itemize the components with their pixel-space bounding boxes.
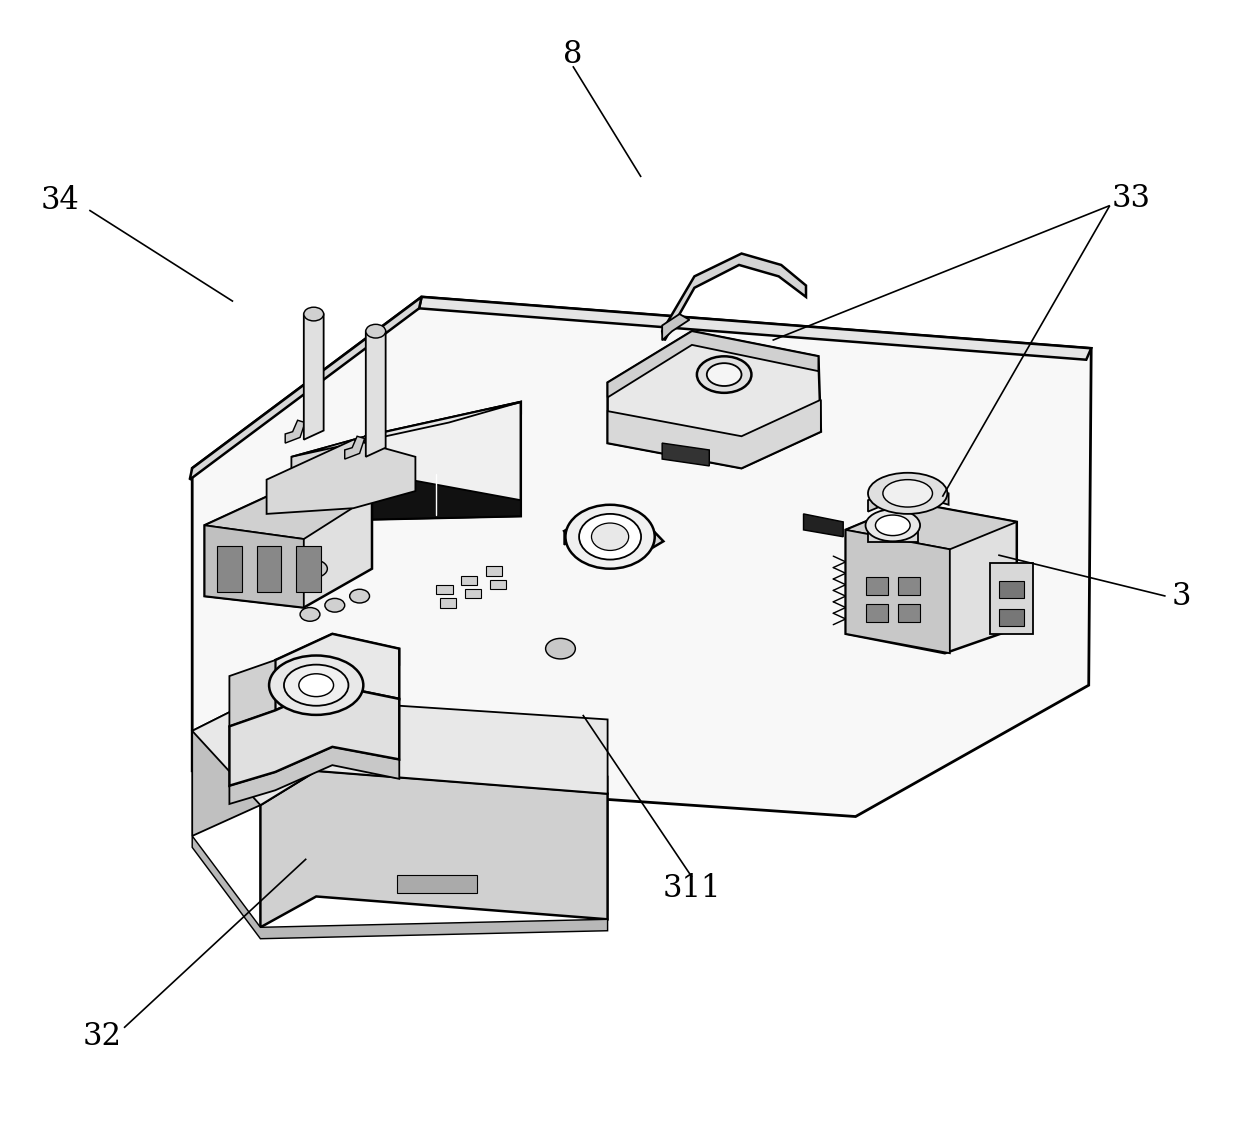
Polygon shape <box>192 697 316 836</box>
Bar <box>999 609 1024 626</box>
Ellipse shape <box>866 509 920 541</box>
Polygon shape <box>608 331 818 397</box>
Polygon shape <box>192 297 1091 817</box>
Bar <box>866 604 888 622</box>
Polygon shape <box>366 327 386 457</box>
Polygon shape <box>275 634 399 676</box>
Polygon shape <box>662 314 689 340</box>
Polygon shape <box>345 436 365 459</box>
Bar <box>490 580 506 589</box>
Ellipse shape <box>284 665 348 706</box>
Bar <box>486 566 502 576</box>
Polygon shape <box>846 530 950 653</box>
Polygon shape <box>260 771 608 927</box>
Polygon shape <box>192 697 608 805</box>
Ellipse shape <box>546 638 575 659</box>
Polygon shape <box>205 525 304 608</box>
Bar <box>257 546 281 592</box>
Bar <box>898 577 920 595</box>
Text: 33: 33 <box>1111 183 1151 215</box>
Ellipse shape <box>366 324 386 338</box>
Ellipse shape <box>565 505 655 569</box>
Polygon shape <box>419 297 1091 360</box>
Polygon shape <box>304 309 324 440</box>
Ellipse shape <box>868 473 947 514</box>
Bar <box>436 585 453 594</box>
Ellipse shape <box>697 356 751 393</box>
Polygon shape <box>846 502 1017 653</box>
Ellipse shape <box>875 515 910 536</box>
Ellipse shape <box>350 589 370 603</box>
Ellipse shape <box>591 523 629 550</box>
Bar <box>866 577 888 595</box>
Bar <box>440 598 456 608</box>
Ellipse shape <box>298 560 327 578</box>
Bar <box>296 546 321 592</box>
Bar <box>868 523 918 542</box>
Polygon shape <box>564 514 595 545</box>
Polygon shape <box>868 482 949 512</box>
Polygon shape <box>291 402 521 457</box>
Text: 311: 311 <box>662 872 722 904</box>
Polygon shape <box>846 502 1017 549</box>
Ellipse shape <box>579 514 641 560</box>
Polygon shape <box>192 836 608 939</box>
Bar <box>898 604 920 622</box>
Polygon shape <box>316 754 608 794</box>
Polygon shape <box>285 420 305 443</box>
Bar <box>990 563 1033 634</box>
Polygon shape <box>275 634 399 710</box>
Text: 34: 34 <box>40 185 79 217</box>
Polygon shape <box>366 402 521 448</box>
Polygon shape <box>291 436 366 537</box>
Ellipse shape <box>707 363 742 386</box>
Bar <box>465 589 481 598</box>
Polygon shape <box>608 331 821 468</box>
Ellipse shape <box>299 674 334 697</box>
Polygon shape <box>608 400 821 468</box>
Polygon shape <box>190 297 422 480</box>
Text: 8: 8 <box>563 39 583 71</box>
Ellipse shape <box>269 656 363 715</box>
Polygon shape <box>229 747 399 804</box>
Ellipse shape <box>300 608 320 621</box>
Polygon shape <box>662 443 709 466</box>
Polygon shape <box>564 514 663 560</box>
Ellipse shape <box>883 480 932 507</box>
Polygon shape <box>662 254 806 340</box>
Text: 3: 3 <box>1172 580 1192 612</box>
Bar <box>999 581 1024 598</box>
Ellipse shape <box>304 307 324 321</box>
Polygon shape <box>291 472 521 537</box>
Polygon shape <box>804 514 843 537</box>
Polygon shape <box>366 402 521 520</box>
Bar <box>217 546 242 592</box>
Ellipse shape <box>325 598 345 612</box>
Polygon shape <box>205 480 372 608</box>
Polygon shape <box>267 440 415 514</box>
Bar <box>397 875 477 893</box>
Text: 32: 32 <box>82 1021 122 1053</box>
Polygon shape <box>205 480 372 539</box>
Polygon shape <box>229 685 399 786</box>
Polygon shape <box>229 660 275 726</box>
Bar <box>461 576 477 585</box>
